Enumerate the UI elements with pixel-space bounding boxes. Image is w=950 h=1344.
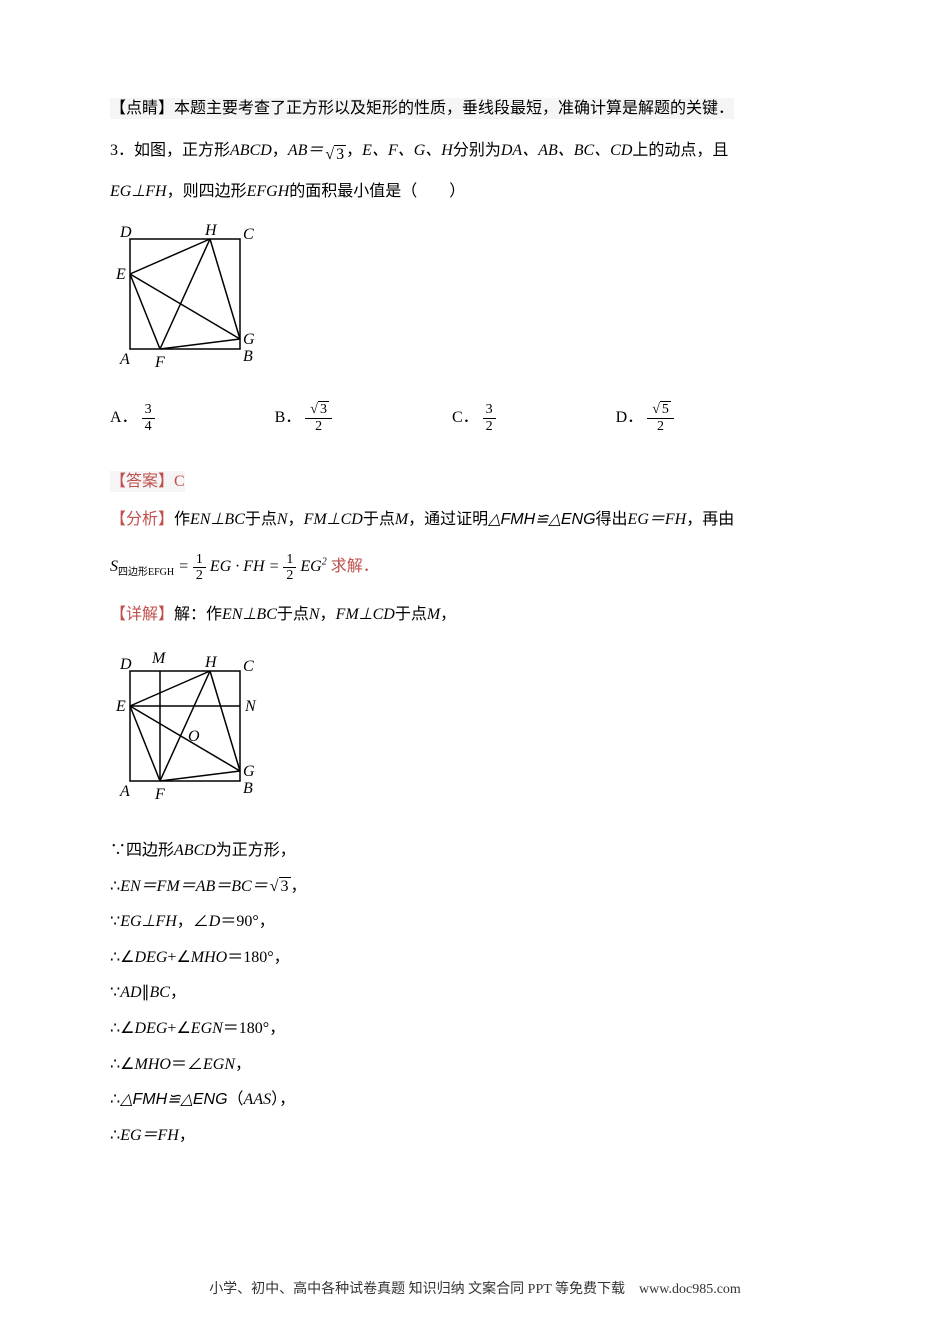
svg-text:B: B: [243, 780, 253, 797]
question-line2: EG⊥FH，则四边形EFGH的面积最小值是（ ）: [110, 175, 840, 209]
option-c: C． 32: [452, 401, 496, 435]
formula-line: S四边形EFGH = 12 EG · FH = 12 EG2 求解．: [110, 550, 840, 584]
proof-l6: ∴∠DEG+∠EGN＝180°，: [110, 1012, 840, 1046]
proof-l8: ∴△FMH≌△ENG（AAS），: [110, 1083, 840, 1117]
svg-text:N: N: [244, 698, 257, 715]
options-row: A． 34 B． 32 C． 32 D． 52: [110, 401, 840, 435]
svg-text:C: C: [243, 658, 254, 675]
svg-text:E: E: [115, 266, 126, 283]
svg-text:M: M: [151, 650, 167, 667]
svg-text:O: O: [188, 728, 200, 745]
svg-text:D: D: [119, 224, 132, 241]
proof-l5: ∵AD∥BC，: [110, 976, 840, 1010]
proof-l1: ∵四边形ABCD为正方形，: [110, 834, 840, 868]
proof-l7: ∴∠MHO＝∠EGN，: [110, 1048, 840, 1082]
svg-text:E: E: [115, 698, 126, 715]
svg-text:A: A: [119, 351, 130, 368]
proof-l3: ∵EG⊥FH，∠D＝90°，: [110, 905, 840, 939]
svg-text:C: C: [243, 226, 254, 243]
detail-line: 【详解】解：作EN⊥BC于点N，FM⊥CD于点M，: [110, 598, 840, 632]
proof-l2: ∴EN＝FM＝AB＝BC＝3，: [110, 870, 840, 904]
svg-text:D: D: [119, 656, 132, 673]
answer-line: 【答案】C: [110, 465, 840, 499]
figure-2: D M H C E N O A F G B: [110, 641, 840, 824]
analysis-line: 【分析】作EN⊥BC于点N，FM⊥CD于点M，通过证明△FMH≌△ENG得出EG…: [110, 503, 840, 537]
svg-text:F: F: [154, 786, 165, 803]
question-line1: 3．如图，正方形ABCD，AB＝3，E、F、G、H分别为DA、AB、BC、CD上…: [110, 134, 840, 168]
svg-text:A: A: [119, 783, 130, 800]
proof-l4: ∴∠DEG+∠MHO＝180°，: [110, 941, 840, 975]
top-highlight: 【点睛】本题主要考查了正方形以及矩形的性质，垂线段最短，准确计算是解题的关键．: [110, 92, 840, 126]
svg-text:G: G: [243, 331, 255, 348]
svg-text:H: H: [204, 654, 218, 671]
option-b: B． 32: [275, 401, 332, 435]
svg-text:H: H: [204, 222, 218, 239]
option-d: D． 52: [616, 401, 674, 435]
proof-l9: ∴EG＝FH，: [110, 1119, 840, 1153]
page-footer: 小学、初中、高中各种试卷真题 知识归纳 文案合同 PPT 等免费下载 www.d…: [0, 1275, 950, 1304]
figure-1: D H C E A F G B: [110, 219, 840, 392]
svg-text:F: F: [154, 354, 165, 371]
svg-text:B: B: [243, 348, 253, 365]
svg-text:G: G: [243, 763, 255, 780]
option-a: A． 34: [110, 401, 155, 435]
